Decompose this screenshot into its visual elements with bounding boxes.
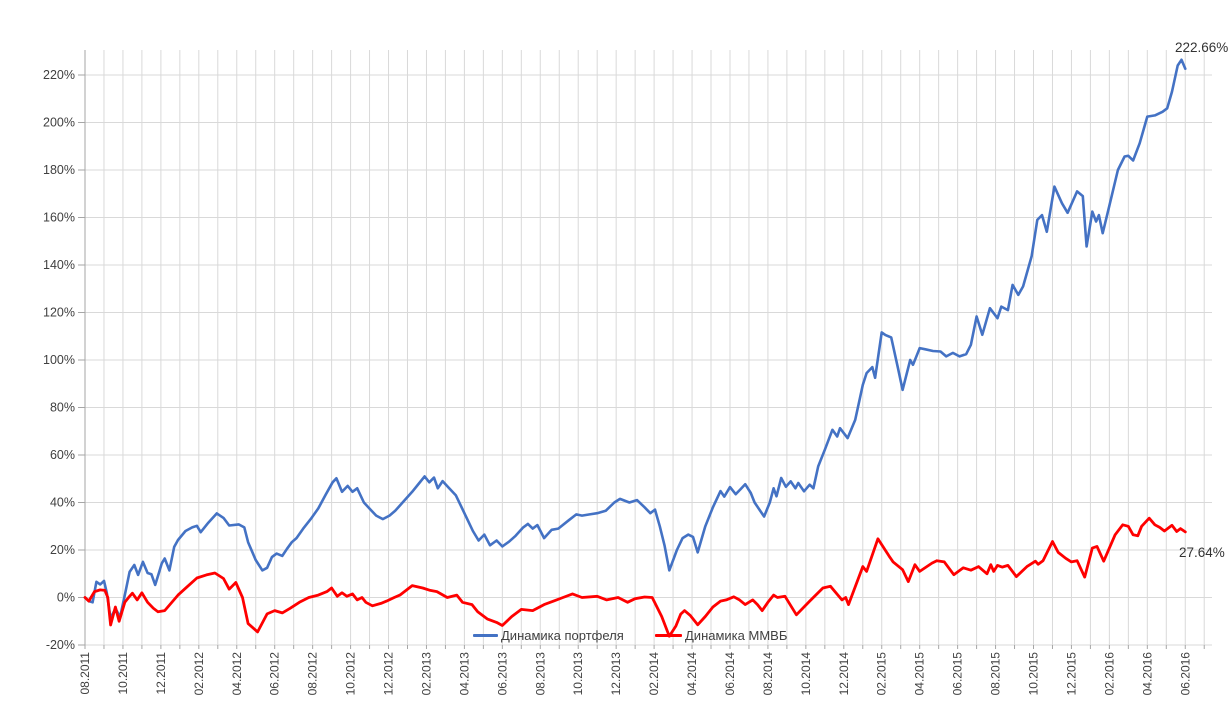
x-tick-label: 02.2013	[419, 652, 433, 696]
x-tick-label: 12.2013	[609, 652, 623, 696]
y-tick-label: 200%	[43, 116, 75, 130]
y-tick-label: 60%	[50, 448, 75, 462]
x-tick-label: 08.2012	[306, 652, 320, 696]
x-tick-label: 06.2016	[1178, 652, 1192, 696]
x-tick-label: 06.2015	[951, 652, 965, 696]
x-tick-label: 10.2014	[799, 652, 813, 696]
x-tick-label: 08.2015	[989, 652, 1003, 696]
x-tick-label: 12.2012	[382, 652, 396, 696]
x-tick-label: 06.2012	[268, 652, 282, 696]
y-tick-label: 120%	[43, 306, 75, 320]
y-tick-label: 140%	[43, 258, 75, 272]
y-tick-label: 0%	[57, 591, 75, 605]
x-tick-label: 10.2012	[344, 652, 358, 696]
y-tick-label: -20%	[46, 638, 75, 652]
x-tick-label: 08.2011	[78, 652, 92, 695]
legend-marker-portfolio-icon	[473, 634, 498, 637]
legend-label-micex: Динамика ММВБ	[685, 628, 788, 643]
x-tick-label: 02.2014	[647, 652, 661, 696]
x-tick-label: 12.2011	[154, 652, 168, 695]
x-tick-label: 02.2012	[192, 652, 206, 696]
legend-item-micex: Динамика ММВБ	[655, 628, 787, 643]
x-tick-label: 10.2013	[571, 652, 585, 696]
x-tick-label: 02.2015	[875, 652, 889, 696]
x-tick-label: 04.2016	[1140, 652, 1154, 696]
x-tick-label: 10.2011	[116, 652, 130, 695]
y-tick-label: 80%	[50, 401, 75, 415]
x-tick-label: 04.2015	[913, 652, 927, 696]
legend-marker-micex-icon	[655, 634, 682, 637]
x-tick-label: 10.2015	[1027, 652, 1041, 696]
series-line-micex	[83, 516, 1187, 638]
x-tick-label: 12.2014	[837, 652, 851, 696]
x-tick-label: 06.2013	[495, 652, 509, 696]
y-tick-label: 100%	[43, 353, 75, 367]
x-tick-label: 04.2014	[685, 652, 699, 696]
x-tick-label: 12.2015	[1064, 652, 1078, 696]
annotation-portfolio-end-value: 222.66%	[1175, 40, 1229, 55]
y-tick-label: 220%	[43, 68, 75, 82]
legend-label-portfolio: Динамика портфеля	[501, 628, 624, 643]
legend-item-portfolio: Динамика портфеля	[473, 628, 624, 643]
y-tick-label: 40%	[50, 496, 75, 510]
y-tick-label: 20%	[50, 543, 75, 557]
x-tick-label: 08.2013	[533, 652, 547, 696]
x-tick-label: 08.2014	[761, 652, 775, 696]
x-tick-label: 04.2013	[457, 652, 471, 696]
x-tick-label: 06.2014	[723, 652, 737, 696]
annotation-micex-end-value: 27.64%	[1179, 545, 1225, 560]
y-tick-label: 160%	[43, 211, 75, 225]
series-line-portfolio	[83, 58, 1187, 620]
x-tick-label: 04.2012	[230, 652, 244, 696]
x-tick-label: 02.2016	[1102, 652, 1116, 696]
y-tick-label: 180%	[43, 163, 75, 177]
